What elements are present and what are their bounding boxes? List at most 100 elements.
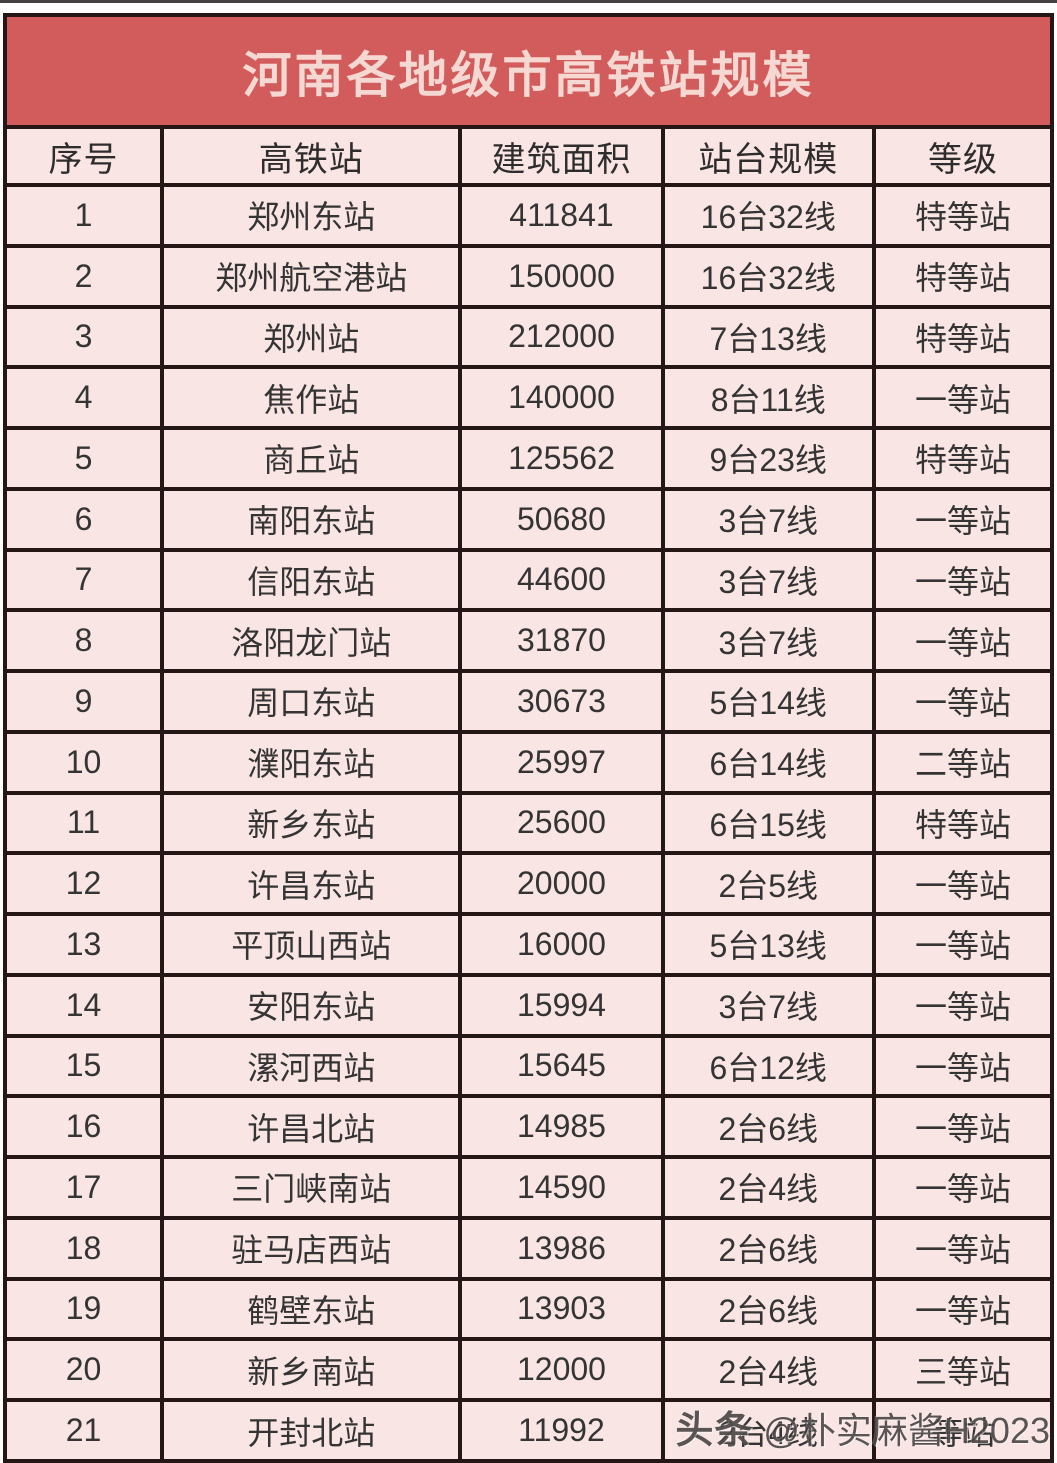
cell-area: 50680 [458, 486, 665, 552]
cell-platform: 2台6线 [660, 1215, 876, 1281]
cell-station: 洛阳龙门站 [160, 608, 463, 673]
table-row: 18 驻马店西站 13986 2台6线 一等站 [2, 1215, 1055, 1281]
cell-grade: 一等站 [871, 972, 1055, 1038]
cell-grade: 一等站 [871, 365, 1055, 430]
cell-grade: 三等站 [871, 1337, 1055, 1402]
cell-area: 15645 [458, 1033, 665, 1099]
cell-platform: 2台6线 [660, 1094, 876, 1159]
cell-area: 212000 [458, 304, 665, 370]
cell-seq: 19 [2, 1276, 165, 1342]
cell-platform: 3台7线 [660, 547, 876, 613]
top-strip [0, 0, 1057, 3]
cell-seq: 5 [2, 426, 165, 491]
cell-platform: 3台7线 [660, 486, 876, 552]
cell-station: 安阳东站 [160, 972, 463, 1038]
cell-station: 许昌东站 [160, 851, 463, 916]
cell-area: 44600 [458, 547, 665, 613]
cell-seq: 10 [2, 729, 165, 795]
cell-station: 郑州航空港站 [160, 243, 463, 309]
cell-platform: 2台5线 [660, 851, 876, 916]
cell-grade: 二等站 [871, 729, 1055, 795]
cell-seq: 6 [2, 486, 165, 552]
table-row: 11 新乡东站 25600 6台15线 特等站 [2, 790, 1055, 856]
cell-grade: 一等站 [871, 912, 1055, 977]
cell-station: 平顶山西站 [160, 912, 463, 977]
cell-station: 商丘站 [160, 426, 463, 491]
table-row: 13 平顶山西站 16000 5台13线 一等站 [2, 912, 1055, 977]
cell-station: 郑州站 [160, 304, 463, 370]
cell-grade: 一等站 [871, 1033, 1055, 1099]
cell-platform: 6台12线 [660, 1033, 876, 1099]
table-row: 9 周口东站 30673 5台14线 一等站 [2, 669, 1055, 734]
cell-area: 150000 [458, 243, 665, 309]
cell-station: 新乡东站 [160, 790, 463, 856]
title-row: 河南各地级市高铁站规模 [3, 13, 1054, 129]
cell-seq: 17 [2, 1155, 165, 1220]
table-row: 6 南阳东站 50680 3台7线 一等站 [2, 486, 1055, 552]
cell-grade: 一等站 [871, 547, 1055, 613]
cell-area: 15994 [458, 972, 665, 1038]
cell-area: 12000 [458, 1337, 665, 1402]
table-row: 8 洛阳龙门站 31870 3台7线 一等站 [2, 608, 1055, 673]
cell-area: 11992 [458, 1398, 665, 1463]
table-row: 16 许昌北站 14985 2台6线 一等站 [2, 1094, 1055, 1159]
cell-platform: 6台15线 [660, 790, 876, 856]
cell-seq: 21 [2, 1398, 165, 1463]
column-header-area: 建筑面积 [458, 125, 665, 187]
cell-seq: 11 [2, 790, 165, 856]
cell-seq: 12 [2, 851, 165, 916]
cell-area: 25600 [458, 790, 665, 856]
table-body: 1 郑州东站 411841 16台32线 特等站 2 郑州航空港站 150000 16台32线特… [2, 183, 1055, 1463]
table-row: 10 濮阳东站 25997 6台14线 二等站 [2, 729, 1055, 795]
cell-station: 驻马店西站 [160, 1215, 463, 1281]
cell-platform: 2台4线 [660, 1337, 876, 1402]
table-row: 20 新乡南站 12000 2台4线 三等站 [2, 1337, 1055, 1402]
cell-station: 漯河西站 [160, 1033, 463, 1099]
cell-grade: 特等站 [871, 790, 1055, 856]
table-row: 7 信阳东站 44600 3台7线 一等站 [2, 547, 1055, 613]
table-row: 14 安阳东站 15994 3台7线 一等站 [2, 972, 1055, 1038]
cell-area: 13986 [458, 1215, 665, 1281]
cell-area: 20000 [458, 851, 665, 916]
column-header-grade: 等级 [871, 125, 1055, 187]
cell-grade: 等站 [871, 1398, 1055, 1463]
cell-station: 许昌北站 [160, 1094, 463, 1159]
cell-area: 125562 [458, 426, 665, 491]
cell-grade: 一等站 [871, 1094, 1055, 1159]
cell-station: 鹤壁东站 [160, 1276, 463, 1342]
cell-station: 三门峡南站 [160, 1155, 463, 1220]
cell-station: 周口东站 [160, 669, 463, 734]
column-header-platform: 站台规模 [660, 125, 876, 187]
cell-area: 14985 [458, 1094, 665, 1159]
cell-station: 郑州东站 [160, 183, 463, 248]
column-header-station: 高铁站 [160, 125, 463, 187]
table-row: 17 三门峡南站 14590 2台4线 一等站 [2, 1155, 1055, 1220]
cell-platform: 2台4线 [660, 1155, 876, 1220]
cell-grade: 特等站 [871, 243, 1055, 309]
cell-grade: 一等站 [871, 1215, 1055, 1281]
cell-grade: 一等站 [871, 851, 1055, 916]
cell-station: 焦作站 [160, 365, 463, 430]
cell-platform: 5台14线 [660, 669, 876, 734]
cell-platform: 9台23线 [660, 426, 876, 491]
cell-seq: 16 [2, 1094, 165, 1159]
cell-seq: 4 [2, 365, 165, 430]
cell-station: 开封北站 [160, 1398, 463, 1463]
cell-grade: 特等站 [871, 183, 1055, 248]
cell-area: 411841 [458, 183, 665, 248]
cell-seq: 18 [2, 1215, 165, 1281]
cell-station: 新乡南站 [160, 1337, 463, 1402]
table-row: 5 商丘站 125562 9台23线 特等站 [2, 426, 1055, 491]
cell-area: 13903 [458, 1276, 665, 1342]
cell-seq: 3 [2, 304, 165, 370]
cell-platform: 6台14线 [660, 729, 876, 795]
table-row: 4 焦作站 140000 8台11线 一等站 [2, 365, 1055, 430]
cell-platform: 16台32线 [660, 243, 876, 309]
cell-grade: 一等站 [871, 486, 1055, 552]
cell-seq: 13 [2, 912, 165, 977]
cell-station: 南阳东站 [160, 486, 463, 552]
cell-seq: 9 [2, 669, 165, 734]
cell-area: 30673 [458, 669, 665, 734]
cell-seq: 7 [2, 547, 165, 613]
cell-platform: 16台32线 [660, 183, 876, 248]
